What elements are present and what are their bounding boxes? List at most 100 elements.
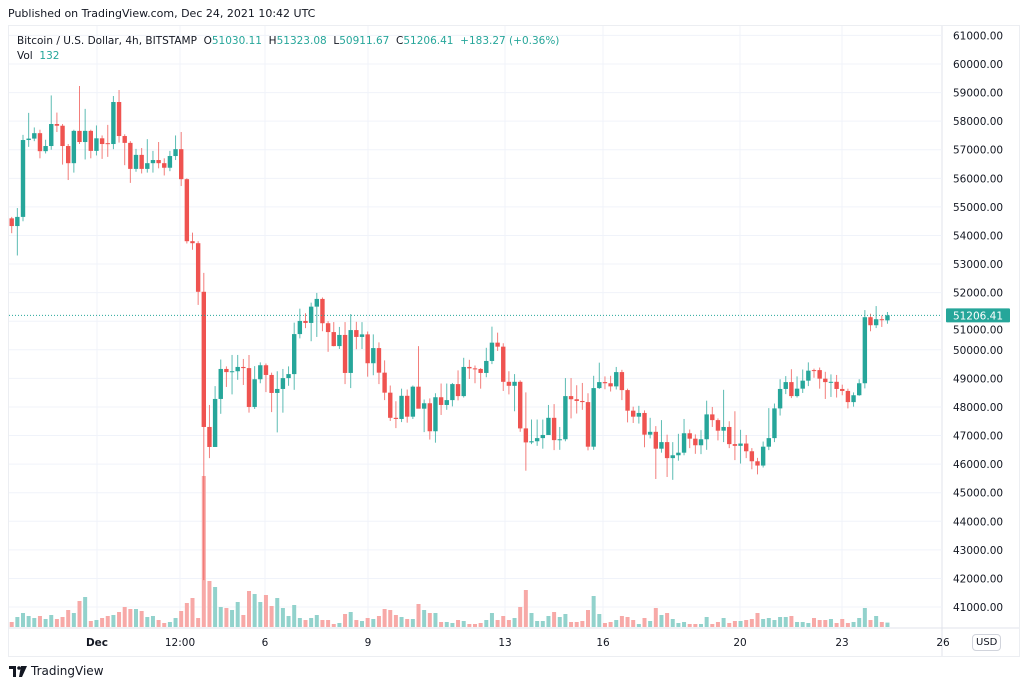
candle-body bbox=[625, 390, 630, 411]
candle bbox=[687, 429, 692, 449]
candle bbox=[71, 129, 77, 173]
candle-body bbox=[77, 130, 82, 143]
volume-bar bbox=[26, 616, 31, 627]
candle bbox=[150, 150, 156, 173]
candle bbox=[60, 124, 65, 165]
volume-bar bbox=[320, 620, 325, 627]
candle bbox=[828, 374, 834, 397]
volume-bar bbox=[196, 618, 201, 627]
volume-bar bbox=[66, 610, 71, 627]
candle bbox=[868, 313, 873, 332]
candle-body bbox=[472, 368, 478, 370]
candle-body bbox=[614, 372, 619, 387]
candle bbox=[37, 129, 43, 159]
candle bbox=[416, 346, 421, 409]
candle-body bbox=[653, 431, 658, 449]
open-value: 51030.11 bbox=[211, 35, 262, 47]
logo-text: TradingView bbox=[31, 664, 104, 678]
volume-bar bbox=[422, 610, 427, 627]
candle bbox=[382, 360, 387, 401]
candle bbox=[145, 139, 150, 173]
candle-body bbox=[405, 395, 410, 417]
volume-bar bbox=[382, 609, 387, 627]
candle-body bbox=[167, 156, 173, 168]
candle bbox=[348, 314, 353, 389]
candle bbox=[602, 376, 608, 390]
low-value: 50911.67 bbox=[339, 35, 390, 47]
candle bbox=[580, 382, 585, 410]
price-tick-label: 59000.00 bbox=[953, 88, 1003, 100]
volume-bar bbox=[15, 617, 20, 627]
volume-bar bbox=[167, 622, 172, 627]
candle-body bbox=[495, 342, 500, 347]
candle bbox=[94, 125, 99, 156]
volume-bar bbox=[275, 598, 280, 627]
candle bbox=[88, 129, 93, 159]
last-price-badge bbox=[946, 308, 1010, 323]
candle bbox=[472, 365, 478, 384]
candle-body bbox=[484, 360, 489, 373]
candle-body bbox=[82, 130, 88, 143]
candle-body bbox=[122, 136, 127, 143]
candle bbox=[574, 385, 579, 414]
candle bbox=[354, 321, 359, 350]
candle-body bbox=[857, 383, 862, 396]
low-label: L bbox=[333, 35, 340, 47]
symbol-name[interactable]: Bitcoin / U.S. Dollar, 4h, BITSTAMP bbox=[17, 35, 197, 47]
candle bbox=[252, 366, 257, 409]
candle-body bbox=[670, 455, 675, 459]
candle-body bbox=[246, 368, 252, 407]
candle bbox=[495, 332, 500, 351]
volume-bar bbox=[806, 623, 811, 627]
candle bbox=[66, 144, 71, 181]
volume-bar bbox=[303, 620, 308, 627]
volume-bar bbox=[766, 618, 771, 627]
candle-body bbox=[297, 320, 303, 335]
candle bbox=[286, 366, 291, 386]
volume-bar bbox=[269, 606, 274, 627]
candle-body bbox=[433, 397, 438, 432]
candle bbox=[489, 326, 495, 365]
candle bbox=[614, 366, 619, 390]
candle bbox=[314, 292, 319, 337]
volume-bar bbox=[100, 618, 105, 627]
candle-body bbox=[365, 334, 370, 364]
candle-body bbox=[438, 397, 444, 405]
volume-bar bbox=[523, 590, 528, 627]
candle-body bbox=[66, 146, 71, 164]
candle-body bbox=[88, 130, 93, 151]
candle-body bbox=[783, 382, 788, 389]
volume-label: Vol bbox=[17, 50, 33, 62]
tradingview-logo[interactable]: TradingView bbox=[9, 664, 104, 678]
price-tick-label: 47000.00 bbox=[953, 431, 1003, 443]
price-tick-label: 60000.00 bbox=[953, 59, 1003, 71]
candle-body bbox=[636, 412, 642, 417]
candle bbox=[133, 148, 139, 172]
candle-body bbox=[546, 417, 551, 435]
candle-body bbox=[698, 439, 704, 446]
candle bbox=[139, 148, 144, 174]
candle-body bbox=[704, 414, 709, 440]
candle bbox=[631, 406, 636, 423]
volume-bar bbox=[659, 615, 664, 627]
candle bbox=[591, 375, 596, 450]
candle-body bbox=[105, 143, 110, 145]
candle bbox=[156, 142, 161, 169]
candle bbox=[116, 90, 122, 143]
candle bbox=[105, 124, 110, 157]
candle bbox=[693, 434, 698, 454]
candle bbox=[744, 434, 749, 459]
candle-body bbox=[399, 395, 404, 419]
candle-body bbox=[314, 298, 319, 307]
candle-body bbox=[393, 417, 399, 419]
candle-body bbox=[342, 334, 348, 373]
candle-body bbox=[608, 383, 613, 387]
candle-body bbox=[744, 443, 749, 452]
volume-bar bbox=[473, 624, 477, 627]
candle-body bbox=[145, 163, 150, 169]
candle-body bbox=[99, 138, 105, 145]
currency-button[interactable]: USD bbox=[972, 634, 1002, 651]
volume-bar bbox=[388, 610, 393, 627]
volume-bar bbox=[778, 617, 783, 627]
